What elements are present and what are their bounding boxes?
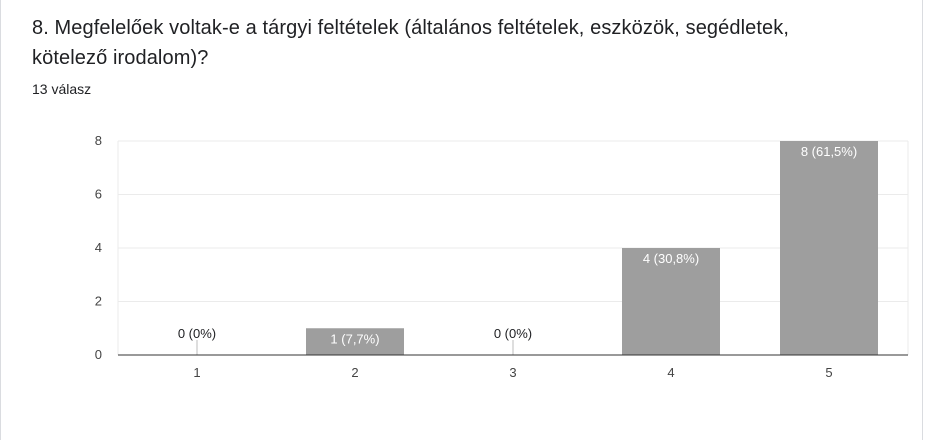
x-axis-ticks: 1 2 3 4 5 bbox=[193, 365, 832, 380]
x-tick-label-2: 2 bbox=[351, 365, 358, 380]
y-tick-label: 2 bbox=[95, 294, 102, 309]
data-label-4: 4 (30,8%) bbox=[643, 251, 699, 266]
y-tick-label: 0 bbox=[95, 347, 102, 362]
x-tick-label-1: 1 bbox=[193, 365, 200, 380]
question-title: 8. Megfelelőek voltak-e a tárgyi feltéte… bbox=[32, 17, 789, 69]
bar-2 bbox=[306, 328, 404, 355]
x-tick-label-4: 4 bbox=[667, 365, 674, 380]
bars bbox=[196, 141, 878, 355]
response-count: 13 válasz bbox=[32, 81, 92, 97]
y-tick-label: 6 bbox=[95, 187, 102, 202]
y-tick-label: 4 bbox=[95, 240, 102, 255]
data-labels: 0 (0%) 1 (7,7%) 0 (0%) 4 (30,8%) 8 (61,5%) bbox=[178, 144, 857, 346]
data-label-3: 0 (0%) bbox=[494, 326, 532, 341]
x-tick-label-3: 3 bbox=[509, 365, 516, 380]
gridlines bbox=[117, 140, 909, 355]
bar-5 bbox=[780, 141, 878, 355]
data-label-2: 1 (7,7%) bbox=[330, 331, 379, 346]
bar-chart: 0 2 4 6 8 1 2 3 4 5 0 (0%) 1 (7,7%) 0 (0%) 4 (30,8%… bbox=[95, 133, 909, 380]
data-label-5: 8 (61,5%) bbox=[801, 144, 857, 159]
data-label-1: 0 (0%) bbox=[178, 326, 216, 341]
bar-4 bbox=[622, 248, 720, 355]
y-tick-label: 8 bbox=[95, 133, 102, 148]
x-tick-label-5: 5 bbox=[825, 365, 832, 380]
y-axis-ticks: 0 2 4 6 8 bbox=[95, 133, 102, 362]
